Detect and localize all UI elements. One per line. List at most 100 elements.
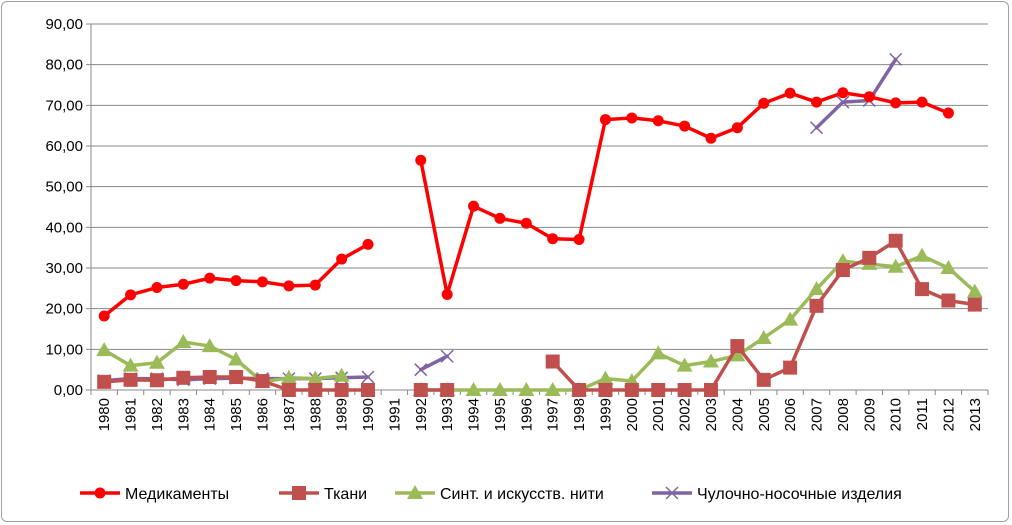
data-point [175, 334, 192, 349]
x-tick-label: 1999 [597, 398, 614, 431]
data-point [407, 485, 423, 499]
x-tick-label: 1983 [175, 398, 192, 431]
data-point [705, 132, 717, 144]
data-point [148, 354, 165, 369]
y-tick-label: 10,00 [45, 341, 83, 358]
data-point [598, 383, 613, 397]
x-tick-label: 2001 [650, 398, 667, 431]
data-point [809, 121, 824, 135]
data-point [256, 276, 268, 288]
data-point [915, 282, 930, 297]
data-point [308, 383, 323, 397]
data-point [942, 107, 954, 119]
data-point [597, 370, 614, 385]
data-point [283, 280, 295, 292]
series-line [419, 254, 977, 392]
series-2 [97, 233, 982, 397]
y-tick-labels: 0,00 10,00 20,00 30,00 40,00 50,00 60,00 70,00 8… [45, 16, 83, 399]
data-point [122, 357, 139, 372]
data-point [889, 52, 903, 66]
data-point [336, 253, 348, 265]
x-tick-label: 2010 [888, 398, 905, 431]
data-point [665, 486, 679, 500]
x-tick-label: 2003 [703, 398, 720, 431]
x-tick-label: 1981 [123, 398, 140, 431]
data-point [280, 369, 297, 384]
data-point [255, 374, 270, 389]
series-1 [98, 87, 954, 322]
x-tick-label: 2007 [809, 398, 826, 431]
data-point [518, 382, 535, 396]
data-point-stroke [809, 121, 824, 135]
legend-item: Медикаменты [80, 486, 229, 503]
data-point [292, 486, 306, 500]
data-point [333, 367, 350, 382]
y-tick-label: 0,00 [54, 382, 83, 399]
data-point-stroke [414, 363, 428, 377]
data-point [758, 97, 770, 109]
y-tick-label: 90,00 [45, 16, 83, 33]
data-point [809, 298, 824, 313]
x-tick-label: 1980 [96, 398, 113, 431]
x-tick-label: 2013 [967, 398, 984, 431]
x-tick-label: 1984 [202, 398, 219, 431]
data-point [96, 342, 113, 357]
y-tick-label: 50,00 [45, 179, 83, 196]
series-3 [96, 247, 983, 396]
data-point-stroke [361, 370, 375, 384]
legend-item: Чулочно-носочные изделия [652, 486, 902, 503]
data-point [202, 369, 217, 384]
data-point [887, 258, 904, 273]
legend-label: Чулочно-носочные изделия [697, 486, 902, 503]
data-point-stroke [836, 95, 850, 109]
data-point [573, 234, 585, 246]
x-tick-label: 1996 [518, 398, 535, 431]
series-group [96, 52, 983, 397]
data-point [520, 217, 532, 229]
data-point [361, 383, 376, 397]
data-point [334, 383, 349, 397]
data-point [309, 279, 321, 291]
data-point [651, 383, 666, 397]
data-point [967, 297, 982, 312]
data-point [941, 293, 956, 308]
x-tick-label: 1991 [386, 398, 403, 431]
data-point [204, 272, 216, 284]
data-point-stroke [440, 349, 454, 363]
data-point [652, 115, 664, 127]
x-tick-label: 1989 [334, 398, 351, 431]
data-point [494, 212, 506, 224]
data-point [547, 233, 559, 245]
x-tick-label: 2006 [782, 398, 799, 431]
data-point [151, 282, 163, 294]
data-point [230, 275, 242, 287]
x-tick-label: 1987 [281, 398, 298, 431]
legend-label: Медикаменты [125, 486, 229, 503]
y-tick-label: 20,00 [45, 301, 83, 318]
x-tick-label: 2002 [677, 398, 694, 431]
data-point [362, 238, 374, 250]
data-point [229, 369, 244, 384]
x-tick-label: 1994 [466, 398, 483, 431]
data-point [281, 383, 296, 397]
data-point [545, 354, 560, 369]
data-point [782, 311, 799, 326]
data-point [677, 383, 692, 397]
series-line [102, 340, 344, 384]
data-point [441, 288, 453, 300]
data-point [916, 96, 928, 108]
x-tick-label: 1988 [307, 398, 324, 431]
data-point [228, 351, 245, 366]
data-point [914, 247, 931, 262]
data-point [729, 347, 746, 362]
series-line [814, 57, 898, 130]
data-point [890, 97, 902, 109]
x-tick-label: 2004 [729, 398, 746, 431]
data-point [149, 373, 164, 388]
y-tick-label: 80,00 [45, 57, 83, 74]
data-point [731, 122, 743, 134]
x-tick-label: 2011 [914, 398, 931, 430]
data-point [756, 372, 771, 387]
data-point [176, 370, 191, 385]
